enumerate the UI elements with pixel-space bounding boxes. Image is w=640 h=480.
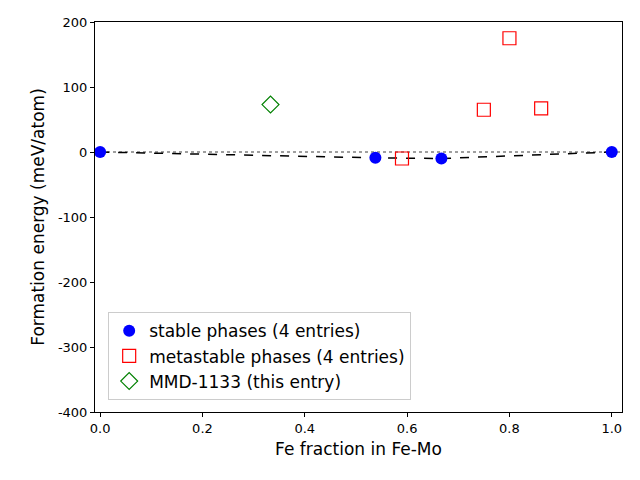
svg-text:200: 200 [63,15,88,30]
svg-text:MMD-1133 (this entry): MMD-1133 (this entry) [149,372,341,392]
svg-text:0.8: 0.8 [499,421,520,436]
svg-text:-300: -300 [58,340,88,355]
svg-text:1.0: 1.0 [601,421,622,436]
svg-text:0.0: 0.0 [90,421,111,436]
svg-text:0.2: 0.2 [192,421,213,436]
svg-text:Formation energy (meV/atom): Formation energy (meV/atom) [28,88,48,346]
svg-text:0: 0 [79,145,87,160]
svg-text:stable phases (4 entries): stable phases (4 entries) [149,321,360,341]
svg-text:100: 100 [63,80,88,95]
svg-text:0.6: 0.6 [397,421,418,436]
svg-text:-200: -200 [58,275,88,290]
svg-text:-100: -100 [58,210,88,225]
svg-text:-400: -400 [58,405,88,420]
svg-text:Fe fraction in Fe-Mo: Fe fraction in Fe-Mo [275,439,442,459]
svg-text:0.4: 0.4 [294,421,315,436]
svg-text:metastable phases (4 entries): metastable phases (4 entries) [149,347,404,367]
